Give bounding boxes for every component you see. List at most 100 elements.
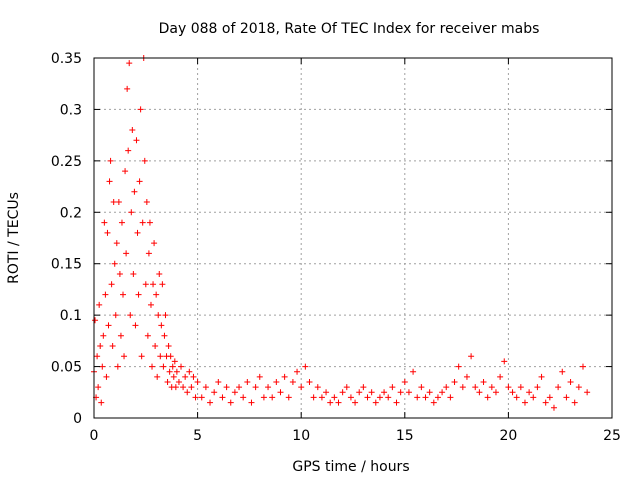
data-point [122,168,129,175]
data-point [115,199,122,205]
data-point [211,389,218,396]
data-point [356,389,363,396]
data-point [389,384,396,391]
data-point [175,379,182,385]
data-point [124,85,131,92]
data-point [146,219,153,226]
data-point [147,301,154,308]
data-point [559,368,566,375]
data-point [180,384,187,391]
chart-title: Day 088 of 2018, Rate Of TEC Index for r… [159,21,540,37]
data-point [231,389,238,396]
data-point [265,384,272,391]
data-point [546,394,553,401]
data-point [492,389,499,396]
data-point [143,199,150,205]
data-point [244,379,251,385]
y-tick-label: 0.1 [60,308,82,324]
data-point [159,281,166,288]
data-point [109,343,116,349]
data-point [298,384,305,391]
data-point [443,384,450,391]
data-point [184,389,191,396]
data-point [202,384,209,391]
data-point [534,384,541,391]
data-point [468,353,475,360]
data-point [162,312,169,319]
data-point [352,399,359,406]
data-point [372,399,379,406]
data-point [447,394,454,401]
data-point [314,384,321,391]
data-point [111,260,118,267]
data-point [118,219,125,226]
data-point [130,271,137,277]
data-point [169,363,176,370]
data-point [459,384,466,391]
data-point [335,399,342,406]
data-point [256,373,263,380]
data-point [172,384,179,391]
data-point [310,394,317,401]
data-point [121,353,128,360]
data-point [331,394,338,401]
data-point [584,389,591,396]
data-point [343,384,350,391]
data-point [472,384,479,391]
data-point [103,373,110,380]
data-point [439,389,446,396]
data-point [171,358,178,365]
data-point [219,394,226,401]
data-point [154,373,161,380]
data-point [138,353,145,360]
y-tick-label: 0.05 [51,360,82,376]
data-point [513,394,520,401]
data-point [430,399,437,406]
data-point [277,389,284,396]
data-point [137,106,144,113]
data-point [135,291,142,298]
data-point [323,389,330,396]
data-point [116,271,123,277]
data-point [94,353,101,360]
data-point [269,394,276,401]
data-point [434,394,441,401]
data-point [101,219,108,226]
data-point [125,147,132,154]
data-point [579,363,586,370]
x-tick-label: 15 [396,428,414,444]
data-point [422,394,429,401]
data-point [120,291,127,298]
data-point [106,178,113,185]
data-point [521,399,528,406]
data-point [526,389,533,396]
data-point [207,399,214,406]
data-point [455,363,462,370]
data-point [127,312,134,319]
y-tick-label: 0.25 [51,154,82,170]
data-point [289,379,296,385]
data-point [480,379,487,385]
data-point [192,394,199,401]
data-point [410,368,417,375]
data-point [156,271,163,277]
data-point [575,384,582,391]
data-point [248,399,255,406]
data-point [102,291,109,298]
data-point [167,353,174,360]
y-axis-label: ROTI / TECUs [6,192,22,284]
x-tick-label: 25 [603,428,621,444]
data-point [497,373,504,380]
data-point [517,384,524,391]
data-point [236,384,243,391]
data-point [99,363,106,370]
data-point [161,332,168,339]
data-point [285,394,292,401]
data-point [128,209,135,216]
x-tick-label: 10 [292,428,310,444]
data-point [139,219,146,226]
data-point [133,137,140,144]
data-point [542,399,549,406]
data-point [158,322,165,329]
data-point [401,379,408,385]
